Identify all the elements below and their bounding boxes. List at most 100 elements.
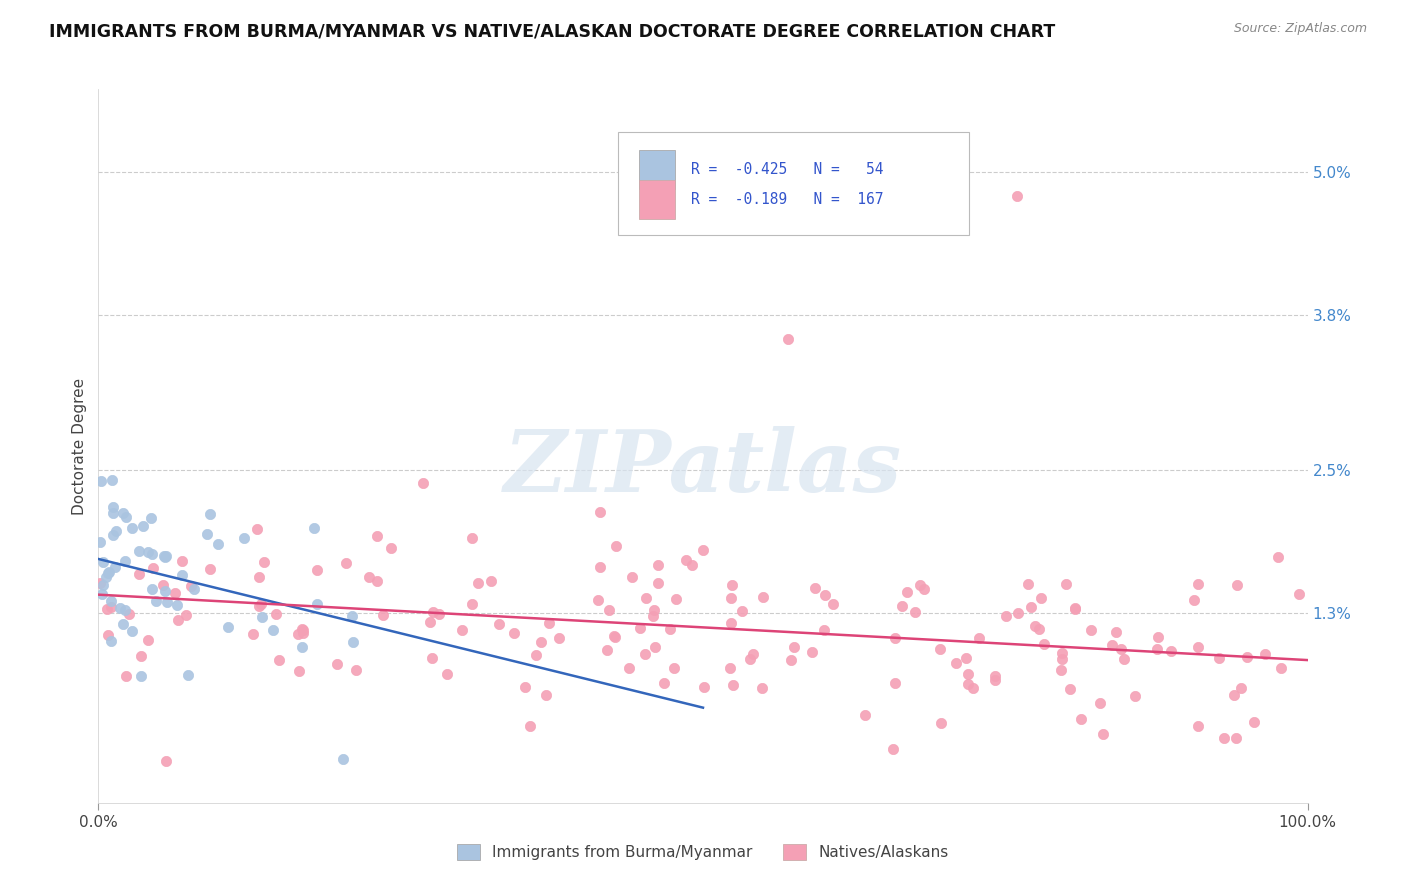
Point (1050, 652, 1073, 666)
Point (721, 678, 744, 692)
Point (658, 622, 681, 636)
Point (1243, 714, 1265, 729)
Point (91, 578, 114, 592)
Point (903, 605, 925, 619)
Point (198, 507, 221, 521)
Point (165, 585, 187, 599)
Point (1208, 651, 1230, 665)
Point (801, 645, 824, 659)
Point (1017, 576, 1039, 591)
Point (422, 605, 444, 619)
Point (436, 666, 458, 681)
Point (114, 509, 136, 524)
Point (912, 582, 935, 597)
Point (183, 582, 205, 596)
Point (153, 549, 176, 564)
Point (152, 549, 174, 563)
Point (1160, 644, 1182, 658)
Point (131, 519, 153, 533)
Point (250, 597, 273, 611)
Point (253, 555, 276, 569)
Point (530, 635, 553, 649)
Point (90, 587, 112, 601)
Point (103, 559, 125, 574)
Legend: Immigrants from Burma/Myanmar, Natives/Alaskans: Immigrants from Burma/Myanmar, Natives/A… (451, 838, 955, 866)
Point (652, 675, 675, 690)
Point (112, 617, 135, 632)
Point (1213, 731, 1236, 745)
Point (247, 599, 270, 613)
Point (371, 607, 394, 622)
Point (738, 652, 761, 666)
Point (891, 599, 914, 614)
Point (882, 742, 904, 756)
Point (128, 544, 150, 558)
Point (957, 676, 980, 690)
Point (962, 681, 984, 695)
Point (524, 648, 547, 663)
Point (366, 529, 388, 543)
Point (340, 609, 363, 624)
Point (1059, 681, 1081, 696)
Point (603, 630, 626, 644)
Point (108, 600, 131, 615)
Point (346, 663, 368, 677)
Point (145, 594, 167, 608)
Point (779, 653, 801, 667)
Point (693, 680, 716, 694)
Point (1254, 647, 1277, 661)
Point (1031, 591, 1053, 606)
Point (634, 648, 657, 662)
Point (1187, 577, 1209, 591)
Point (1236, 649, 1258, 664)
Point (1187, 719, 1209, 733)
Point (292, 625, 315, 640)
Point (242, 627, 264, 641)
Point (139, 511, 162, 525)
Point (269, 653, 291, 667)
Point (984, 673, 1007, 687)
Point (172, 554, 194, 568)
Point (359, 570, 381, 584)
Point (647, 558, 669, 572)
Point (467, 576, 489, 591)
Text: Source: ZipAtlas.com: Source: ZipAtlas.com (1233, 22, 1367, 36)
Point (855, 708, 877, 723)
Point (621, 570, 644, 584)
Point (121, 521, 143, 535)
Point (647, 575, 669, 590)
Point (884, 676, 907, 690)
Point (114, 603, 136, 617)
Point (136, 545, 159, 559)
Point (121, 624, 143, 639)
Point (1105, 624, 1128, 639)
Point (718, 661, 741, 675)
Point (250, 609, 273, 624)
Point (177, 668, 200, 682)
Point (98, 565, 121, 579)
Point (1101, 638, 1123, 652)
FancyBboxPatch shape (619, 132, 969, 235)
Point (519, 719, 541, 733)
Point (628, 621, 651, 635)
Point (100, 593, 122, 607)
Point (502, 625, 524, 640)
Point (136, 633, 159, 648)
Point (207, 537, 229, 551)
Point (692, 542, 714, 557)
Point (605, 539, 627, 553)
Point (156, 594, 179, 608)
Point (305, 597, 328, 611)
Point (1033, 637, 1056, 651)
Point (166, 598, 188, 612)
Point (643, 603, 665, 617)
Point (603, 629, 626, 643)
Point (1024, 618, 1046, 632)
Point (89, 535, 111, 549)
Point (1223, 688, 1246, 702)
Point (141, 561, 163, 575)
Point (1050, 646, 1073, 660)
Point (366, 574, 388, 589)
Point (634, 591, 657, 605)
Point (332, 752, 354, 766)
